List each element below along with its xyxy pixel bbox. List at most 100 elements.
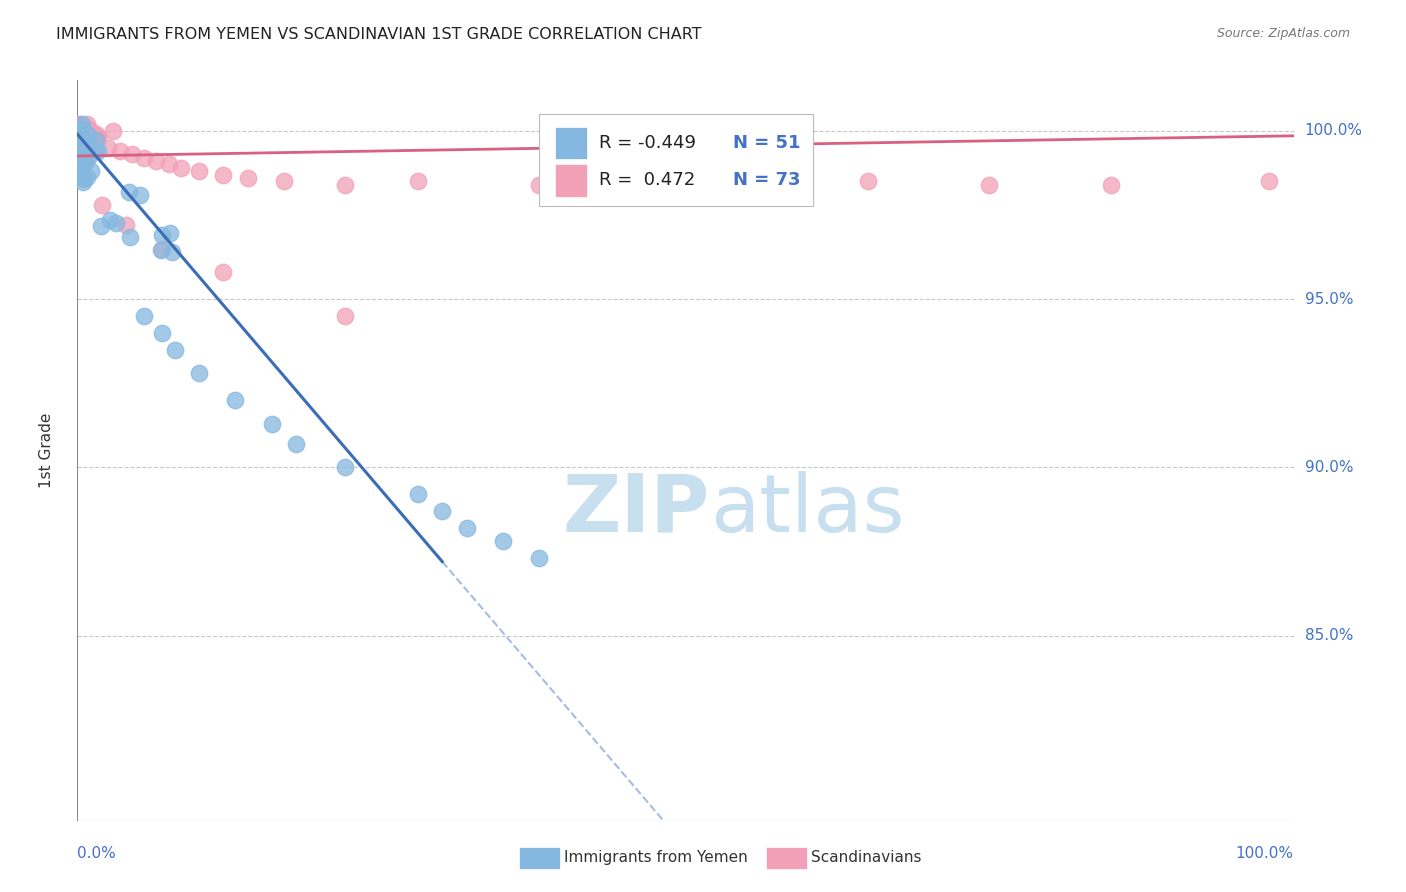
Point — [101, 124, 124, 138]
Point — [157, 157, 180, 171]
Point — [406, 487, 429, 501]
Text: 85.0%: 85.0% — [1305, 628, 1353, 643]
Point — [80, 127, 103, 141]
Point — [273, 174, 295, 188]
Point — [108, 144, 131, 158]
Point — [70, 137, 93, 152]
Point — [73, 154, 96, 169]
Point — [98, 212, 121, 227]
Point — [70, 128, 93, 142]
Point — [75, 133, 97, 147]
Text: R = -0.449: R = -0.449 — [599, 134, 696, 153]
Point — [76, 132, 98, 146]
Point — [72, 124, 94, 138]
Point — [212, 168, 235, 182]
Point — [67, 132, 90, 146]
Point — [76, 117, 98, 131]
FancyBboxPatch shape — [555, 164, 586, 196]
Point — [72, 157, 94, 171]
Point — [70, 152, 93, 166]
Point — [134, 151, 156, 165]
Point — [75, 141, 97, 155]
Point — [97, 140, 120, 154]
Point — [75, 139, 97, 153]
FancyBboxPatch shape — [555, 127, 586, 160]
Point — [285, 436, 308, 450]
Point — [675, 181, 697, 195]
Point — [75, 142, 97, 156]
Point — [76, 136, 98, 150]
Point — [152, 326, 174, 340]
Text: 90.0%: 90.0% — [1305, 459, 1353, 475]
Point — [163, 343, 186, 357]
Point — [115, 218, 138, 232]
Point — [104, 216, 127, 230]
Point — [69, 121, 91, 136]
FancyBboxPatch shape — [540, 113, 813, 206]
Point — [160, 245, 183, 260]
Point — [529, 551, 551, 566]
Point — [67, 131, 90, 145]
Point — [87, 144, 110, 158]
Point — [76, 121, 98, 136]
Point — [80, 142, 103, 156]
Point — [188, 366, 211, 380]
Point — [77, 129, 100, 144]
Point — [69, 126, 91, 140]
Text: N = 73: N = 73 — [733, 171, 800, 189]
Point — [79, 128, 101, 143]
Point — [80, 131, 103, 145]
FancyBboxPatch shape — [766, 847, 807, 869]
Text: Scandinavians: Scandinavians — [811, 850, 921, 865]
Point — [121, 147, 143, 161]
Point — [170, 161, 193, 175]
Point — [86, 131, 108, 145]
Point — [72, 117, 94, 131]
Point — [73, 125, 96, 139]
Text: 100.0%: 100.0% — [1236, 846, 1294, 861]
Point — [188, 164, 211, 178]
Point — [529, 178, 551, 192]
Text: 1st Grade: 1st Grade — [39, 413, 55, 488]
Point — [979, 178, 1001, 192]
Text: 95.0%: 95.0% — [1305, 292, 1353, 307]
Point — [145, 154, 167, 169]
Point — [77, 135, 100, 149]
Point — [86, 127, 108, 141]
Point — [77, 152, 100, 166]
Point — [260, 417, 283, 431]
Point — [67, 117, 90, 131]
Point — [150, 243, 173, 257]
Point — [856, 174, 879, 188]
Point — [159, 226, 181, 240]
Point — [80, 123, 103, 137]
Text: IMMIGRANTS FROM YEMEN VS SCANDINAVIAN 1ST GRADE CORRELATION CHART: IMMIGRANTS FROM YEMEN VS SCANDINAVIAN 1S… — [56, 27, 702, 42]
Point — [72, 140, 94, 154]
Point — [150, 227, 173, 242]
Point — [1099, 178, 1122, 192]
Point — [70, 139, 93, 153]
Point — [84, 136, 107, 150]
Point — [492, 534, 515, 549]
FancyBboxPatch shape — [519, 847, 560, 869]
Point — [83, 128, 105, 142]
Point — [73, 134, 96, 148]
Point — [67, 118, 90, 132]
Point — [69, 149, 91, 163]
Point — [72, 138, 94, 153]
Point — [1258, 174, 1281, 188]
Point — [80, 163, 103, 178]
Point — [70, 134, 93, 148]
Point — [70, 144, 93, 158]
Text: 0.0%: 0.0% — [77, 846, 117, 861]
Point — [72, 145, 94, 160]
Point — [69, 142, 91, 156]
Point — [67, 137, 90, 152]
Point — [152, 242, 174, 256]
Text: ZIP: ZIP — [562, 471, 710, 549]
Point — [76, 170, 98, 185]
Point — [129, 188, 152, 202]
Point — [72, 145, 94, 159]
Point — [73, 128, 96, 143]
Point — [118, 186, 141, 200]
